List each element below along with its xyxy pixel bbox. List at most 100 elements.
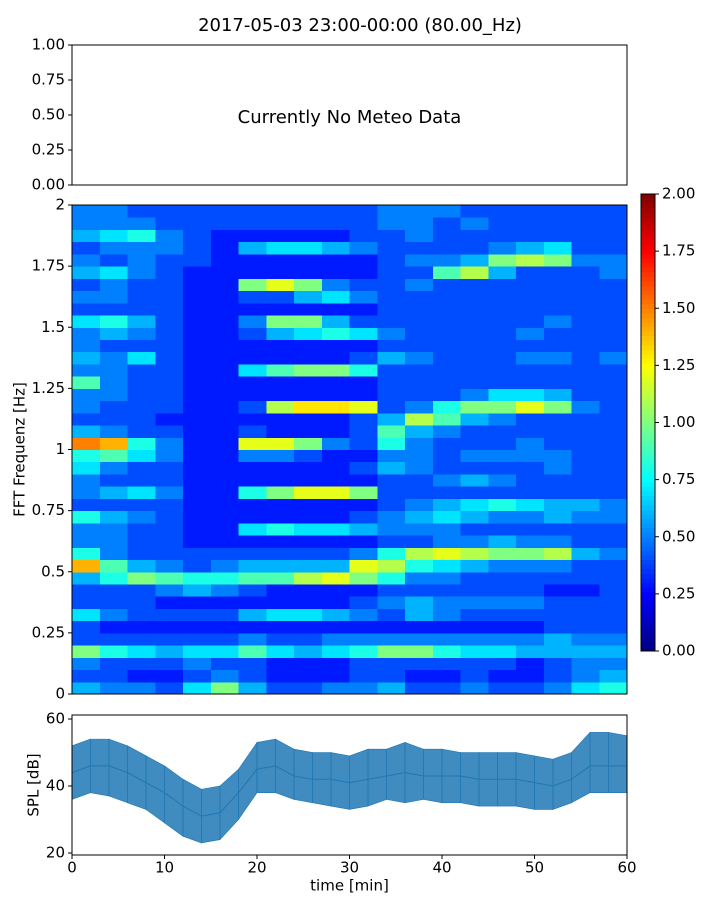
colorbar-step [641,349,655,355]
heat-cell [460,339,489,353]
heat-cell [321,437,350,450]
heat-cell [155,559,184,573]
heat-cell [99,217,128,230]
y-tick-label: 0.25 [32,141,65,159]
heat-cell [210,290,239,304]
heat-cell [432,559,461,573]
heat-cell [72,669,101,683]
heat-cell [155,522,184,536]
heat-cell [294,205,323,218]
colorbar-step [641,559,655,565]
heat-cell [405,510,434,524]
spl-line [71,765,627,817]
heat-cell [238,498,267,512]
heat-cell [127,339,156,353]
heat-cell [516,620,545,634]
heat-cell [155,510,184,524]
heat-cell [571,571,600,585]
colorbar-step [641,381,655,387]
heat-cell [599,351,628,365]
heat-cell [488,449,517,463]
colorbar-tick-label: 0.75 [662,470,695,488]
heat-cell [460,266,489,279]
colorbar-step [641,271,655,277]
heat-cell [377,620,406,634]
heat-cell [599,241,628,255]
heat-cell [183,437,212,450]
heat-cell [127,657,156,671]
heat-cell [266,486,295,499]
heat-cell [488,412,517,426]
heat-cell [183,425,212,438]
heat-cell [155,278,184,292]
heat-cell [210,400,239,414]
heat-cell [516,571,545,585]
colorbar-step [641,568,655,574]
heat-cell [599,583,628,597]
heat-cell [72,388,101,402]
heat-cell [377,205,406,218]
heat-cell [238,327,267,340]
heat-cell [99,498,128,512]
heat-cell [183,486,212,499]
heat-cell [127,461,156,475]
heat-cell [349,449,378,463]
heat-cell [599,290,628,304]
heat-cell [183,669,212,683]
heat-cell [72,376,101,389]
colorbar-step [641,294,655,300]
heat-cell [543,461,572,475]
heat-cell [210,559,239,573]
heat-cell [99,473,128,487]
heat-cell [266,681,295,695]
heat-cell [72,217,101,230]
heat-cell [155,412,184,426]
heat-cell [543,571,572,585]
annotation: Currently No Meteo Data [238,107,462,128]
heat-cell [349,315,378,328]
heat-cell [99,657,128,671]
heat-cell [460,217,489,230]
heat-cell [321,486,350,499]
heat-cell [488,461,517,475]
heat-cell [543,486,572,499]
colorbar-step [641,477,655,483]
heat-cell [405,473,434,487]
colorbar-step [641,637,655,643]
heat-cell [543,327,572,340]
heat-cell [599,388,628,402]
heat-cell [516,425,545,438]
colorbar-step [641,550,655,556]
heat-cell [516,535,545,548]
heat-cell [488,632,517,646]
heat-cell [599,315,628,328]
heat-cell [72,596,101,609]
heat-cell [599,229,628,243]
heat-cell [183,535,212,548]
heat-cell [183,351,212,365]
heat-cell [72,253,101,267]
heat-cell [321,632,350,646]
heat-cell [349,363,378,377]
heat-cell [72,241,101,255]
heat-cell [238,425,267,438]
colorbar-step [641,541,655,547]
heat-cell [294,339,323,353]
heat-cell [238,449,267,463]
heat-cell [238,339,267,353]
heat-cell [294,278,323,292]
heat-cell [543,302,572,316]
colorbar-step [641,358,655,364]
heat-cell [99,327,128,340]
heat-cell [321,229,350,243]
colorbar-step [641,239,655,245]
colorbar-step [641,445,655,451]
heat-cell [405,400,434,414]
heat-cell [294,571,323,585]
heat-cell [516,400,545,414]
heat-cell [349,486,378,499]
heat-cell [127,681,156,695]
heat-cell [127,351,156,365]
x-tick-label: 20 [247,859,266,877]
heat-cell [210,620,239,634]
